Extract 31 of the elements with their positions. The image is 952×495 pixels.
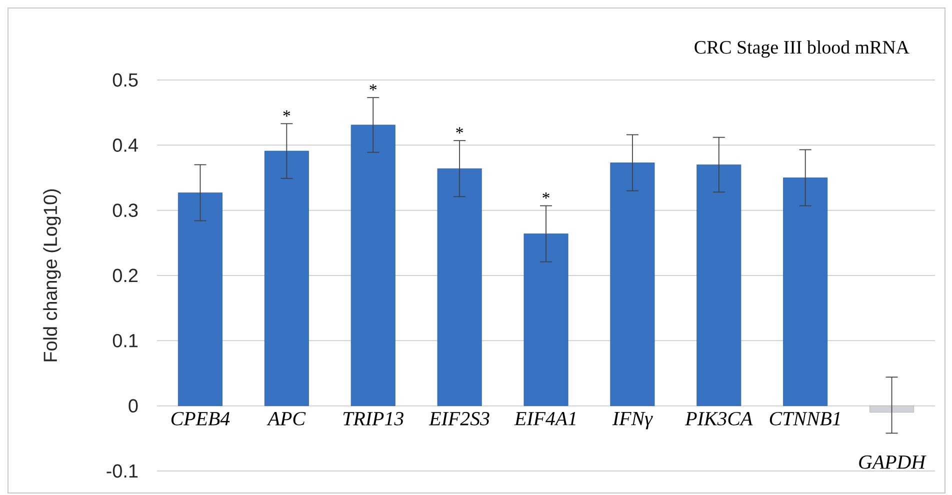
- x-tick-label: PIK3CA: [685, 412, 753, 426]
- x-tick-label: IFNγ: [612, 412, 653, 430]
- x-tick-label: CTNNB1: [770, 412, 840, 426]
- chart-title: CRC Stage III blood mRNA: [694, 40, 910, 58]
- bar: [696, 164, 742, 406]
- annotation: *: [370, 84, 377, 91]
- x-tick-label: TRIP13: [343, 412, 404, 426]
- bar: [610, 162, 655, 406]
- annotation: *: [542, 192, 550, 199]
- x-tick-label: CPEB4: [171, 412, 230, 426]
- bar: [524, 234, 568, 406]
- x-tick-label: EIF4A1: [514, 412, 576, 426]
- y-tick-label: 0: [128, 399, 138, 413]
- x-tick-label: APC: [266, 412, 306, 426]
- bar: [264, 150, 309, 406]
- y-tick-label: -0.1: [106, 464, 138, 478]
- bar: [178, 192, 222, 406]
- y-tick-label: 0.5: [112, 73, 138, 87]
- y-axis-title: Fold change (Log10): [43, 189, 61, 362]
- y-tick-label: 0.1: [112, 334, 138, 348]
- x-tick-label: EIF2S3: [428, 412, 490, 426]
- bar: [350, 124, 396, 406]
- bar: [437, 168, 482, 406]
- y-tick-label: 0.4: [112, 138, 138, 152]
- annotation: *: [456, 127, 463, 134]
- bar: [783, 178, 828, 406]
- y-tick-label: 0.2: [112, 268, 138, 282]
- x-tick-label: GAPDH: [859, 455, 926, 469]
- y-tick-label: 0.3: [112, 204, 138, 218]
- annotation: *: [283, 110, 290, 117]
- bar: [870, 406, 914, 413]
